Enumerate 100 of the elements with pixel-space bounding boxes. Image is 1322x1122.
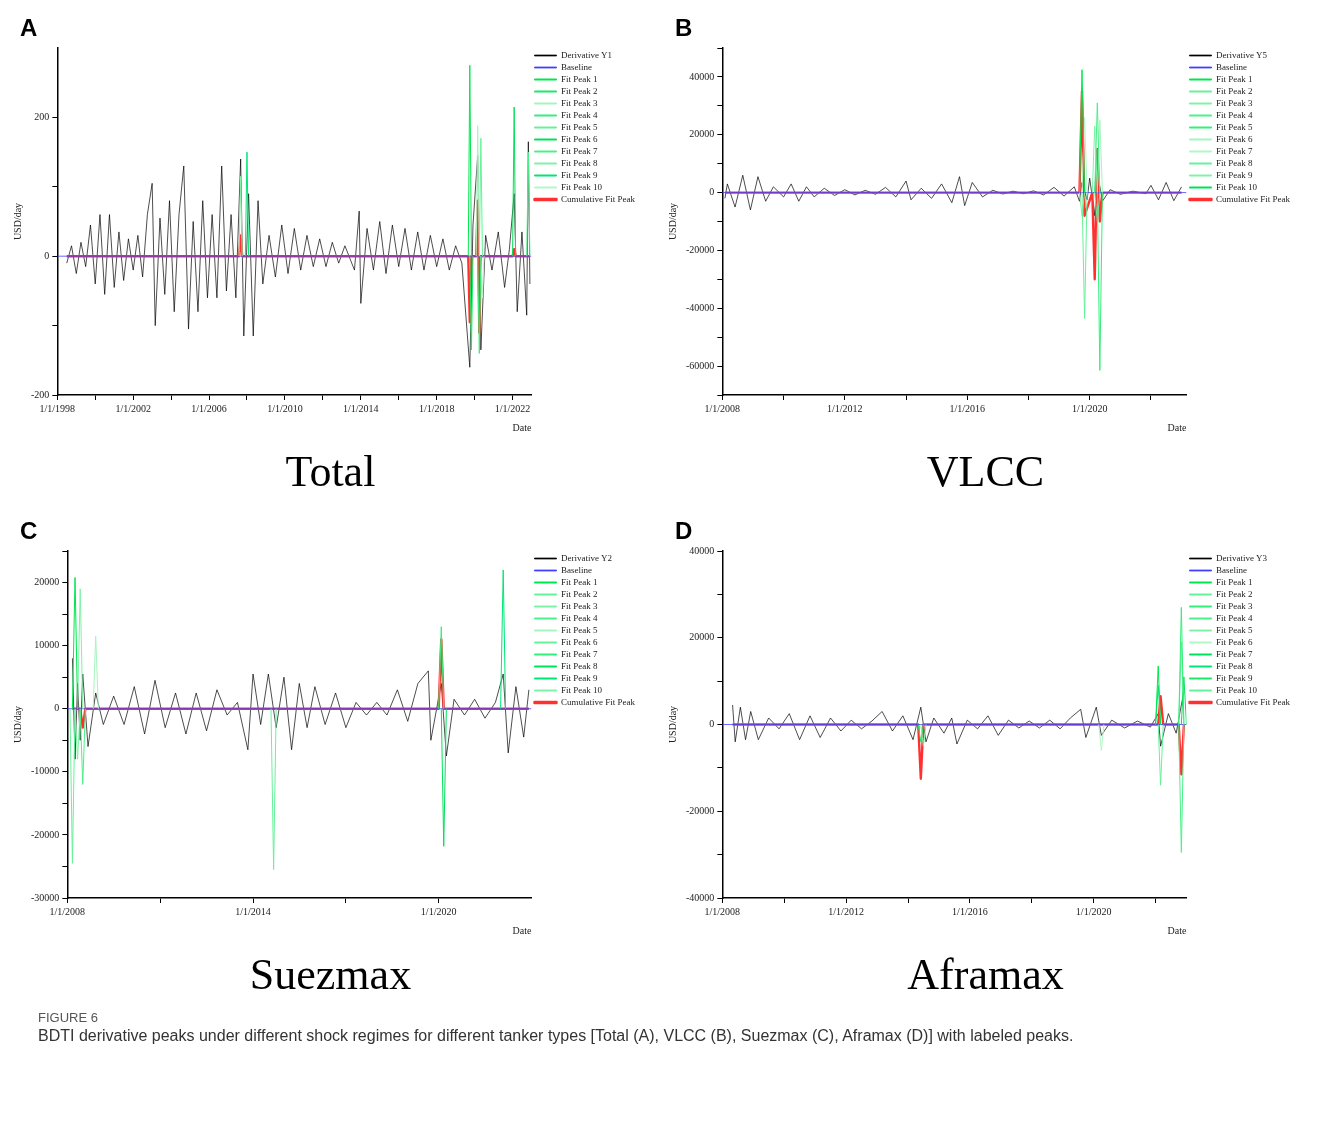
y-tick-label: 40000 [689,544,715,556]
legend-label: Fit Peak 5 [561,121,599,132]
legend-label: Fit Peak 9 [1216,672,1254,683]
legend-label: Fit Peak 9 [561,672,599,683]
x-tick-label: 1/1/2020 [1075,905,1112,917]
y-tick-label: -20000 [30,828,60,840]
y-tick-label: -10000 [30,765,60,777]
legend-label: Fit Peak 4 [1216,109,1254,120]
x-tick-label: 1/1/2008 [704,905,741,917]
legend-label: Cumulative Fit Peak [1216,193,1291,204]
legend-label: Fit Peak 6 [1216,133,1254,144]
y-tick-label: 0 [54,702,60,714]
legend-label: Fit Peak 8 [561,660,599,671]
x-axis-title: Date [1167,421,1188,433]
y-tick-label: -40000 [685,891,715,903]
legend-label: Derivative Y5 [1216,49,1268,60]
x-tick-label: 1/1/2016 [949,402,986,414]
x-tick-label: 1/1/2002 [115,402,151,414]
legend-label: Fit Peak 1 [1216,576,1253,587]
legend-label: Fit Peak 7 [561,648,599,659]
x-tick-label: 1/1/2010 [267,402,303,414]
legend-label: Derivative Y3 [1216,552,1268,563]
legend-label: Fit Peak 7 [561,145,599,156]
text: Suezmax [248,949,413,1000]
legend-label: Fit Peak 4 [561,612,599,623]
y-tick-label: 40000 [689,70,715,82]
x-tick-label: 1/1/2020 [420,905,457,917]
x-tick-label: 1/1/2014 [235,905,271,917]
legend-label: Fit Peak 1 [561,576,598,587]
legend-label: Fit Peak 6 [561,636,599,647]
legend-label: Fit Peak 6 [561,133,599,144]
y-tick-label: 0 [709,186,715,198]
legend-label: Fit Peak 9 [1216,169,1254,180]
legend-label: Fit Peak 2 [1216,85,1253,96]
text: Total [284,446,377,497]
x-tick-label: 1/1/2016 [952,905,988,917]
y-tick-label: -30000 [30,891,60,903]
y-axis-title: USD/day [666,705,678,744]
legend-label: Fit Peak 10 [1216,684,1258,695]
text: D [675,517,693,545]
y-axis-title: USD/day [666,202,678,241]
x-axis-title: Date [512,421,533,433]
legend-label: Fit Peak 5 [1216,121,1254,132]
legend-label: Fit Peak 3 [561,97,599,108]
legend-label: Fit Peak 2 [561,85,598,96]
legend-label: Baseline [561,564,592,575]
y-tick-label: -60000 [685,359,715,371]
legend-label: Fit Peak 7 [1216,648,1254,659]
legend-label: Fit Peak 8 [1216,157,1254,168]
legend-label: Fit Peak 3 [1216,97,1254,108]
legend-label: Fit Peak 5 [561,624,599,635]
y-axis-title: USD/day [11,705,23,744]
x-tick-label: 1/1/2014 [343,402,379,414]
y-tick-label: 20000 [689,128,715,140]
y-tick-label: 200 [34,111,50,123]
legend-label: Fit Peak 1 [561,73,598,84]
x-tick-label: 1/1/2022 [494,402,531,414]
legend-label: Fit Peak 8 [1216,660,1254,671]
legend-label: Fit Peak 4 [561,109,599,120]
legend-label: Baseline [1216,61,1247,72]
text: B [675,14,693,42]
legend-label: Fit Peak 10 [561,684,603,695]
legend-label: Fit Peak 10 [561,181,603,192]
legend-label: Cumulative Fit Peak [561,193,636,204]
y-tick-label: -200 [30,388,50,400]
text: Aframax [906,949,1065,1000]
y-tick-label: -20000 [685,804,715,816]
text: BDTI derivative peaks under different shock regimes for different tanker types [Total (A), VLCC (B), Suezmax (C), Aframax (D)] with labeled peaks. [38,1027,1075,1045]
text: A [20,14,38,42]
legend-label: Cumulative Fit Peak [1216,696,1291,707]
legend-label: Fit Peak 3 [561,600,599,611]
y-tick-label: 0 [44,249,50,261]
x-tick-label: 1/1/2008 [49,905,86,917]
x-tick-label: 1/1/2006 [191,402,227,414]
legend-label: Fit Peak 2 [561,588,598,599]
x-tick-label: 1/1/2012 [828,905,864,917]
x-tick-label: 1/1/1998 [39,402,76,414]
x-tick-label: 1/1/2020 [1071,402,1108,414]
legend-label: Fit Peak 4 [1216,612,1254,623]
y-axis-title: USD/day [11,202,23,241]
legend-label: Fit Peak 7 [1216,145,1254,156]
legend-label: Fit Peak 9 [561,169,599,180]
legend-label: Fit Peak 3 [1216,600,1254,611]
legend-label: Fit Peak 2 [1216,588,1253,599]
y-tick-label: 10000 [34,639,60,651]
legend-label: Derivative Y2 [561,552,612,563]
legend-label: Fit Peak 1 [1216,73,1253,84]
x-axis-title: Date [1167,924,1188,936]
text: C [20,517,38,545]
legend-label: Fit Peak 6 [1216,636,1254,647]
y-tick-label: 20000 [689,631,715,643]
legend-label: Derivative Y1 [561,49,612,60]
y-tick-label: -40000 [685,301,715,313]
legend-label: Baseline [561,61,592,72]
x-tick-label: 1/1/2008 [704,402,741,414]
legend-label: Fit Peak 8 [561,157,599,168]
caption: FIGURE 6 [38,1010,99,1025]
legend-label: Baseline [1216,564,1247,575]
legend-label: Fit Peak 5 [1216,624,1254,635]
y-tick-label: 20000 [34,576,60,588]
